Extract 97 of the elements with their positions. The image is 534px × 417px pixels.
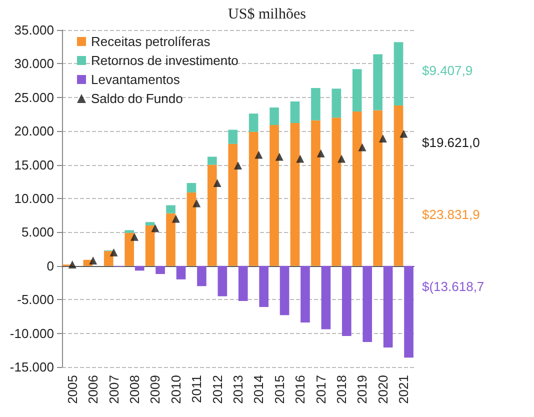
bar — [166, 213, 176, 266]
point — [378, 134, 387, 143]
bar — [373, 54, 382, 110]
bar — [104, 251, 114, 266]
x-tick-label: 2020 — [375, 375, 390, 404]
point — [275, 152, 284, 161]
bar — [383, 266, 393, 348]
point — [296, 154, 304, 163]
x-tick-label: 2010 — [168, 375, 184, 404]
bar — [248, 114, 258, 132]
point — [151, 224, 160, 232]
point — [358, 143, 366, 152]
point — [213, 179, 222, 187]
bar — [197, 266, 206, 286]
y-tick-label: 30.000 — [14, 56, 54, 72]
bar — [311, 88, 320, 120]
text: $(13.618,7 — [422, 279, 484, 294]
legend-label: Levantamentos — [91, 72, 180, 87]
text: $19.621,0 — [422, 135, 480, 150]
bar — [321, 266, 331, 330]
bar — [373, 110, 382, 266]
bar — [404, 266, 414, 358]
bar — [145, 225, 155, 266]
bar — [124, 232, 134, 266]
bar — [270, 125, 279, 266]
bar — [270, 108, 279, 126]
point — [68, 260, 76, 269]
y-tick-label: 35.000 — [14, 22, 54, 38]
point — [130, 232, 138, 241]
bar — [186, 183, 196, 192]
y-tick-label: 0 — [46, 258, 54, 274]
x-tick-label: 2005 — [64, 375, 80, 404]
bar — [208, 164, 217, 266]
x-tick-label: 2009 — [148, 375, 163, 404]
x-tick-label: 2018 — [334, 375, 350, 404]
x-tick-label: 2021 — [396, 375, 412, 404]
x-tick-label: 2012 — [210, 375, 225, 404]
x-tick-label: 2015 — [272, 375, 287, 404]
y-tick-label: 20.000 — [14, 124, 54, 139]
point — [234, 161, 242, 170]
point — [110, 248, 118, 256]
point — [254, 150, 263, 159]
text: $23.831,9 — [422, 207, 480, 222]
y-tick-label: 15.000 — [14, 157, 54, 172]
point — [400, 130, 408, 138]
bar — [218, 266, 228, 296]
bar — [332, 118, 342, 266]
bar — [394, 105, 404, 266]
y-tick-label: -10.000 — [10, 326, 54, 341]
y-tick-label: 10.000 — [14, 191, 54, 206]
bar — [176, 266, 186, 280]
bar — [145, 222, 155, 226]
bar — [311, 120, 320, 266]
legend-label: Retornos de investimento — [91, 53, 238, 68]
legend-label: Saldo do Fundo — [91, 91, 183, 106]
bar — [300, 266, 310, 323]
bar — [208, 156, 217, 165]
x-tick-label: 2013 — [230, 375, 246, 404]
point — [192, 199, 201, 208]
point — [338, 154, 346, 163]
x-tick-label: 2011 — [189, 375, 204, 403]
bar — [228, 130, 238, 144]
bar — [134, 266, 144, 271]
y-tick-label: 5.000 — [21, 224, 54, 240]
bar — [290, 101, 300, 124]
bar — [124, 230, 134, 233]
point — [316, 149, 325, 158]
point — [172, 214, 180, 223]
y-tick-label: -5.000 — [17, 292, 54, 308]
x-tick-label: 2017 — [313, 375, 328, 404]
bar — [186, 192, 196, 266]
text: $9.407,9 — [422, 63, 473, 78]
x-tick-label: 2006 — [86, 375, 101, 404]
bar — [228, 144, 238, 266]
bar — [362, 266, 372, 342]
x-tick-label: 2019 — [354, 375, 370, 404]
bar — [156, 266, 165, 274]
x-tick-label: 2007 — [106, 375, 122, 404]
bar — [342, 266, 352, 336]
bar — [290, 123, 300, 266]
y-tick-label: 25.000 — [14, 90, 54, 105]
legend-label: Receitas petrolíferas — [91, 34, 211, 49]
x-tick-label: 2016 — [292, 375, 308, 404]
x-tick-label: 2008 — [126, 375, 142, 404]
bar — [259, 266, 268, 308]
bar — [248, 132, 258, 266]
bar — [332, 88, 342, 118]
bar — [352, 69, 362, 112]
bar — [166, 205, 176, 214]
bar — [238, 266, 248, 301]
bar — [280, 266, 290, 316]
point — [89, 256, 98, 265]
chart-title: US$ milhões — [228, 6, 306, 22]
bar — [394, 42, 404, 106]
y-tick-label: -15.000 — [10, 360, 54, 374]
x-tick-label: 2014 — [251, 375, 266, 404]
bar — [352, 112, 362, 266]
